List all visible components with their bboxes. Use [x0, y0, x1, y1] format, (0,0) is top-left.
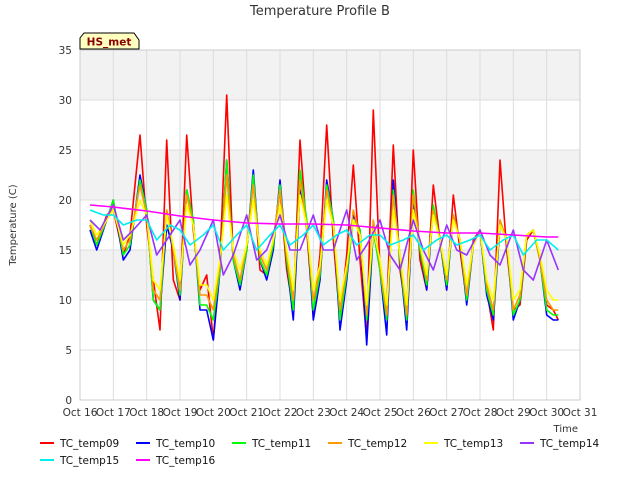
band-2: [80, 50, 580, 100]
series-line-TC_temp13: [89, 194, 559, 306]
series-line-TC_temp15: [89, 209, 559, 256]
x-tick-label-3: Oct 19: [163, 407, 198, 419]
y-tick-label-5: 25: [59, 145, 72, 157]
x-tick-label-6: Oct 22: [263, 407, 298, 419]
legend-label-TC_temp15: TC_temp15: [59, 455, 119, 467]
x-tick-label-11: Oct 27: [429, 407, 464, 419]
x-tick-label-9: Oct 25: [363, 407, 398, 419]
x-tick-label-1: Oct 17: [96, 407, 131, 419]
x-tick-label-5: Oct 21: [229, 407, 264, 419]
station-badge: HS_met: [79, 32, 140, 50]
y-tick-label-2: 10: [59, 295, 72, 307]
x-tick-label-2: Oct 18: [129, 407, 164, 419]
x-tick-label-4: Oct 20: [196, 407, 231, 419]
legend-label-TC_temp09: TC_temp09: [59, 438, 119, 450]
y-tick-label-7: 35: [59, 45, 72, 57]
x-axis-label: Time: [553, 424, 578, 435]
y-tick-label-1: 5: [65, 345, 72, 357]
x-tick-label-15: Oct 31: [563, 407, 598, 419]
y-tick-label-0: 0: [65, 395, 72, 407]
legend-label-TC_temp16: TC_temp16: [155, 455, 216, 467]
y-tick-label-3: 15: [59, 245, 72, 257]
y-tick-labels: 0 5 10 15 20 25 30 35: [59, 45, 72, 407]
x-tick-label-0: Oct 16: [63, 407, 98, 419]
legend-label-TC_temp14: TC_temp14: [539, 438, 600, 450]
x-tick-label-10: Oct 26: [396, 407, 431, 419]
plot-frame: [79, 49, 581, 401]
y-tick-label-6: 30: [59, 95, 72, 107]
x-tick-label-14: Oct 30: [529, 407, 564, 419]
series-line-TC_temp16: [89, 204, 559, 238]
y-axis-label: Temperature (C): [8, 184, 19, 266]
legend-label-TC_temp11: TC_temp11: [251, 438, 311, 450]
chart-title: Temperature Profile B: [249, 4, 390, 19]
legend: TC_temp09 TC_temp10 TC_temp11 TC_temp12 TC_t…: [40, 438, 600, 467]
x-tick-label-8: Oct 24: [329, 407, 364, 419]
legend-label-TC_temp13: TC_temp13: [443, 438, 503, 450]
y-tick-label-4: 20: [59, 195, 72, 207]
badge-box: [79, 32, 140, 50]
x-tick-label-12: Oct 28: [463, 407, 498, 419]
x-tick-label-13: Oct 29: [496, 407, 531, 419]
legend-label-TC_temp10: TC_temp10: [155, 438, 215, 450]
series-line-TC_temp14: [89, 204, 560, 281]
series-lines: [89, 94, 560, 346]
x-tick-label-7: Oct 23: [296, 407, 331, 419]
badge-label: HS_met: [87, 37, 132, 49]
legend-label-TC_temp12: TC_temp12: [347, 438, 407, 450]
